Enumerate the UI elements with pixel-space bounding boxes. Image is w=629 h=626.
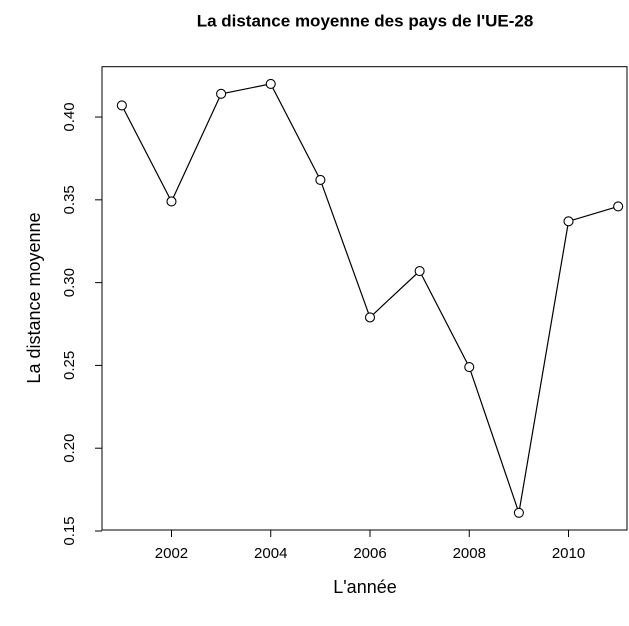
data-point <box>364 312 376 323</box>
data-point <box>513 507 524 518</box>
x-tick-label: 2004 <box>254 545 287 562</box>
x-tick-label: 2006 <box>353 545 386 562</box>
data-point <box>315 174 326 186</box>
data-point <box>116 100 127 111</box>
series-line <box>121 83 619 513</box>
y-axis-title: La distance moyenne <box>24 212 44 383</box>
data-point <box>265 78 276 89</box>
data-point <box>414 265 425 277</box>
x-axis-title: L'année <box>333 577 397 597</box>
y-tick-label: 0.15 <box>61 516 78 545</box>
data-point <box>613 201 624 212</box>
chart-title: La distance moyenne des pays de l'UE-28 <box>197 11 534 30</box>
data-point <box>166 196 177 207</box>
y-tick-label: 0.35 <box>61 185 78 214</box>
data-point <box>464 362 475 373</box>
x-tick-label: 2010 <box>552 545 585 562</box>
y-tick-label: 0.25 <box>61 351 78 380</box>
data-point <box>563 216 574 227</box>
y-tick-label: 0.40 <box>61 102 78 131</box>
y-tick-label: 0.20 <box>61 434 78 463</box>
x-tick-label: 2008 <box>453 545 486 562</box>
y-tick-label: 0.30 <box>61 268 78 297</box>
x-tick-label: 2002 <box>155 545 188 562</box>
data-point <box>216 88 227 99</box>
plot-frame <box>101 66 628 531</box>
